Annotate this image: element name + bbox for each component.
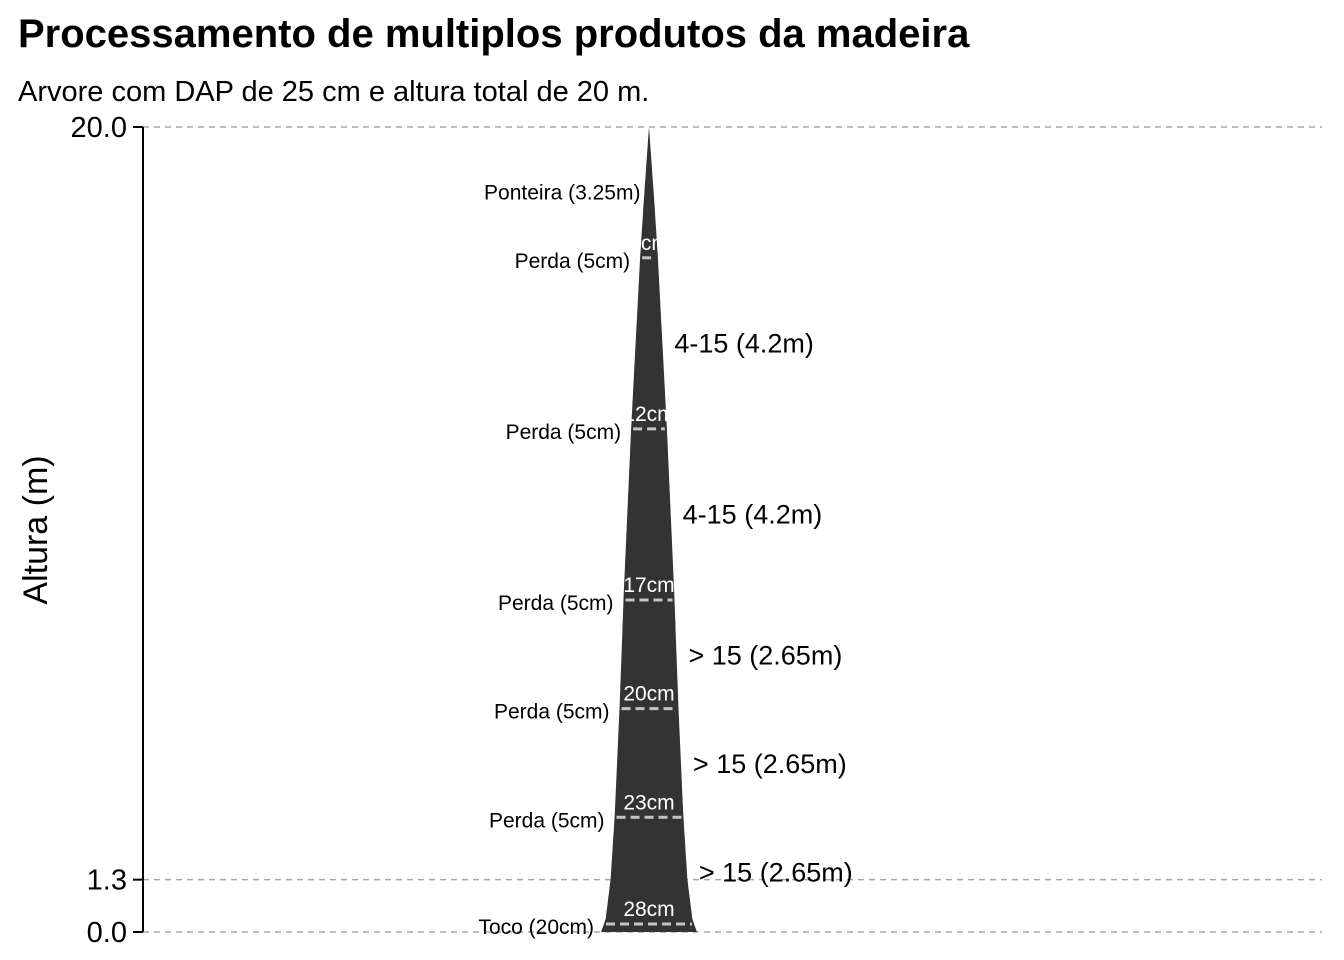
product-label: 4-15 (4.2m) — [674, 328, 814, 358]
grid-lines — [143, 126, 1322, 933]
product-label: > 15 (2.65m) — [699, 858, 853, 888]
cut-lines — [606, 256, 692, 926]
cut-diameter-label: 17cm — [623, 574, 674, 597]
top-segment-label: Ponteira (3.25m) — [484, 181, 640, 204]
cut-side-label: Perda (5cm) — [515, 250, 631, 273]
cut-side-label: Perda (5cm) — [494, 701, 610, 724]
cut-side-label: Perda (5cm) — [489, 809, 605, 832]
annotations: 28cm Toco (20cm) 23cm Perda (5cm) 20cm Perda … — [478, 181, 852, 939]
y-tick-label: 20.0 — [71, 112, 127, 144]
cut-side-label: Perda (5cm) — [498, 592, 614, 615]
product-label: 4-15 (4.2m) — [683, 499, 823, 529]
cut-diameter-label: 23cm — [623, 791, 674, 814]
y-tick-label: 0.0 — [87, 917, 127, 949]
y-axis-title: Altura (m) — [17, 455, 55, 604]
chart-subtitle: Arvore com DAP de 25 cm e altura total d… — [18, 76, 650, 108]
cut-diameter-label: 6cm — [629, 232, 669, 255]
stem-polygon — [601, 127, 697, 932]
stem-shape — [601, 127, 697, 932]
cut-side-label: Toco (20cm) — [478, 916, 594, 939]
product-label: > 15 (2.65m) — [693, 749, 847, 779]
y-axis: 0.0 1.3 20.0 — [71, 112, 144, 949]
cut-diameter-label: 28cm — [623, 898, 674, 921]
chart-title: Processamento de multiplos produtos da m… — [18, 12, 970, 56]
cut-diameter-label: 12cm — [623, 403, 674, 426]
cut-diameter-label: 20cm — [623, 683, 674, 706]
y-tick-label: 1.3 — [87, 865, 127, 897]
cut-side-label: Perda (5cm) — [506, 421, 622, 444]
product-label: > 15 (2.65m) — [688, 640, 842, 670]
